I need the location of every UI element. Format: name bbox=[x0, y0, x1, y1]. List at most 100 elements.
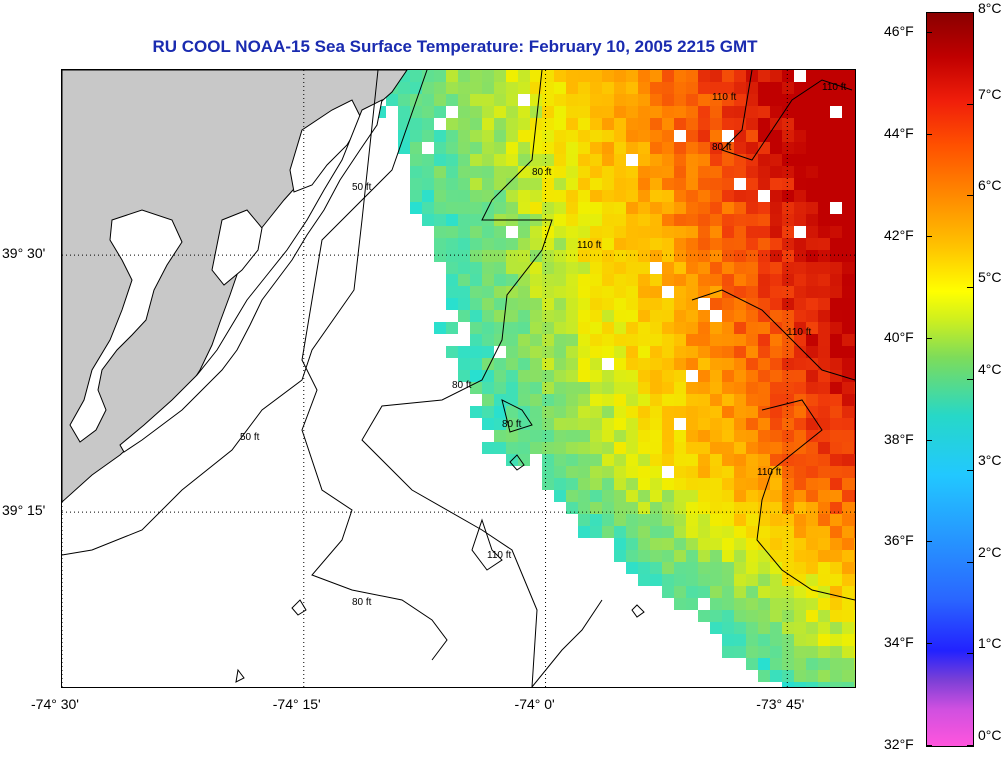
sst-pixel bbox=[554, 310, 566, 322]
sst-pixel bbox=[794, 382, 806, 394]
sst-pixel bbox=[746, 442, 758, 454]
sst-pixel bbox=[578, 346, 590, 358]
sst-pixel bbox=[542, 190, 554, 202]
sst-pixel bbox=[626, 178, 638, 190]
sst-pixel bbox=[506, 406, 518, 418]
sst-pixel bbox=[734, 442, 746, 454]
sst-pixel bbox=[650, 202, 662, 214]
sst-pixel bbox=[518, 154, 530, 166]
sst-pixel bbox=[590, 202, 602, 214]
sst-pixel bbox=[542, 274, 554, 286]
sst-pixel bbox=[638, 406, 650, 418]
sst-pixel bbox=[794, 610, 806, 622]
sst-pixel bbox=[434, 226, 446, 238]
sst-pixel bbox=[566, 310, 578, 322]
sst-pixel bbox=[578, 490, 590, 502]
sst-pixel bbox=[542, 442, 554, 454]
sst-pixel bbox=[446, 166, 458, 178]
sst-pixel bbox=[758, 106, 770, 118]
sst-pixel bbox=[638, 166, 650, 178]
sst-pixel bbox=[758, 670, 770, 682]
sst-pixel bbox=[482, 442, 494, 454]
sst-pixel bbox=[674, 238, 686, 250]
sst-pixel bbox=[734, 550, 746, 562]
sst-pixel bbox=[710, 478, 722, 490]
sst-pixel bbox=[734, 238, 746, 250]
sst-pixel bbox=[806, 202, 818, 214]
sst-pixel bbox=[626, 538, 638, 550]
sst-pixel bbox=[506, 298, 518, 310]
sst-pixel bbox=[710, 154, 722, 166]
sst-pixel bbox=[590, 214, 602, 226]
sst-pixel bbox=[782, 190, 794, 202]
sst-pixel bbox=[554, 154, 566, 166]
sst-pixel bbox=[650, 154, 662, 166]
sst-pixel bbox=[818, 646, 830, 658]
sst-pixel bbox=[806, 226, 818, 238]
sst-pixel bbox=[434, 202, 446, 214]
sst-pixel bbox=[782, 442, 794, 454]
sst-pixel bbox=[806, 670, 818, 682]
sst-pixel bbox=[422, 82, 434, 94]
sst-pixel bbox=[698, 610, 710, 622]
sst-pixel bbox=[674, 406, 686, 418]
sst-pixel bbox=[638, 538, 650, 550]
sst-pixel bbox=[494, 310, 506, 322]
sst-pixel bbox=[758, 238, 770, 250]
sst-pixel bbox=[758, 142, 770, 154]
sst-pixel bbox=[818, 358, 830, 370]
sst-pixel bbox=[518, 370, 530, 382]
sst-pixel bbox=[770, 190, 782, 202]
sst-pixel bbox=[842, 322, 854, 334]
sst-pixel bbox=[758, 370, 770, 382]
sst-pixel bbox=[854, 526, 855, 538]
sst-pixel bbox=[806, 634, 818, 646]
sst-pixel bbox=[662, 586, 674, 598]
sst-pixel bbox=[758, 514, 770, 526]
sst-pixel bbox=[722, 334, 734, 346]
sst-pixel bbox=[554, 118, 566, 130]
sst-pixel bbox=[818, 586, 830, 598]
sst-pixel bbox=[506, 142, 518, 154]
sst-pixel bbox=[770, 370, 782, 382]
sst-map[interactable]: 50 ft 50 ft 80 ft 80 ft 80 ft 80 ft 80 ft 110 f… bbox=[61, 69, 856, 688]
sst-pixel bbox=[734, 526, 746, 538]
sst-pixel bbox=[494, 226, 506, 238]
sst-pixel bbox=[710, 322, 722, 334]
sst-pixel bbox=[842, 394, 854, 406]
sst-pixel bbox=[482, 142, 494, 154]
sst-pixel bbox=[722, 310, 734, 322]
sst-pixel bbox=[722, 358, 734, 370]
colorbar-tick bbox=[967, 286, 973, 288]
colorbar-tick bbox=[967, 12, 973, 13]
sst-pixel bbox=[770, 490, 782, 502]
sst-pixel bbox=[674, 550, 686, 562]
sst-pixel bbox=[710, 610, 722, 622]
sst-pixel bbox=[758, 382, 770, 394]
sst-pixel bbox=[698, 190, 710, 202]
sst-pixel bbox=[638, 250, 650, 262]
sst-pixel bbox=[602, 430, 614, 442]
sst-pixel bbox=[554, 418, 566, 430]
sst-pixel bbox=[650, 514, 662, 526]
sst-pixel bbox=[458, 118, 470, 130]
sst-pixel bbox=[458, 166, 470, 178]
sst-pixel bbox=[590, 154, 602, 166]
sst-pixel bbox=[794, 670, 806, 682]
sst-pixel bbox=[686, 454, 698, 466]
sst-pixel bbox=[734, 586, 746, 598]
sst-pixel bbox=[566, 442, 578, 454]
sst-pixel bbox=[698, 226, 710, 238]
sst-pixel bbox=[674, 70, 686, 82]
sst-pixel bbox=[818, 226, 830, 238]
sst-pixel bbox=[686, 550, 698, 562]
sst-pixel bbox=[794, 106, 806, 118]
sst-pixel bbox=[686, 250, 698, 262]
sst-pixel bbox=[602, 70, 614, 82]
contour-label: 80 ft bbox=[712, 142, 732, 153]
sst-pixel bbox=[770, 106, 782, 118]
sst-pixel bbox=[770, 334, 782, 346]
sst-pixel bbox=[566, 190, 578, 202]
sst-pixel bbox=[554, 466, 566, 478]
colorbar-celsius-label: 7°C bbox=[978, 85, 1002, 102]
